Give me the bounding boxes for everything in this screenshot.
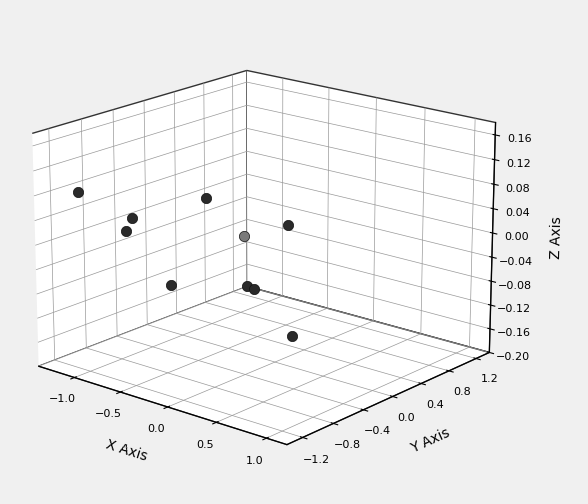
Y-axis label: Y Axis: Y Axis xyxy=(408,426,452,456)
X-axis label: X Axis: X Axis xyxy=(104,438,149,464)
